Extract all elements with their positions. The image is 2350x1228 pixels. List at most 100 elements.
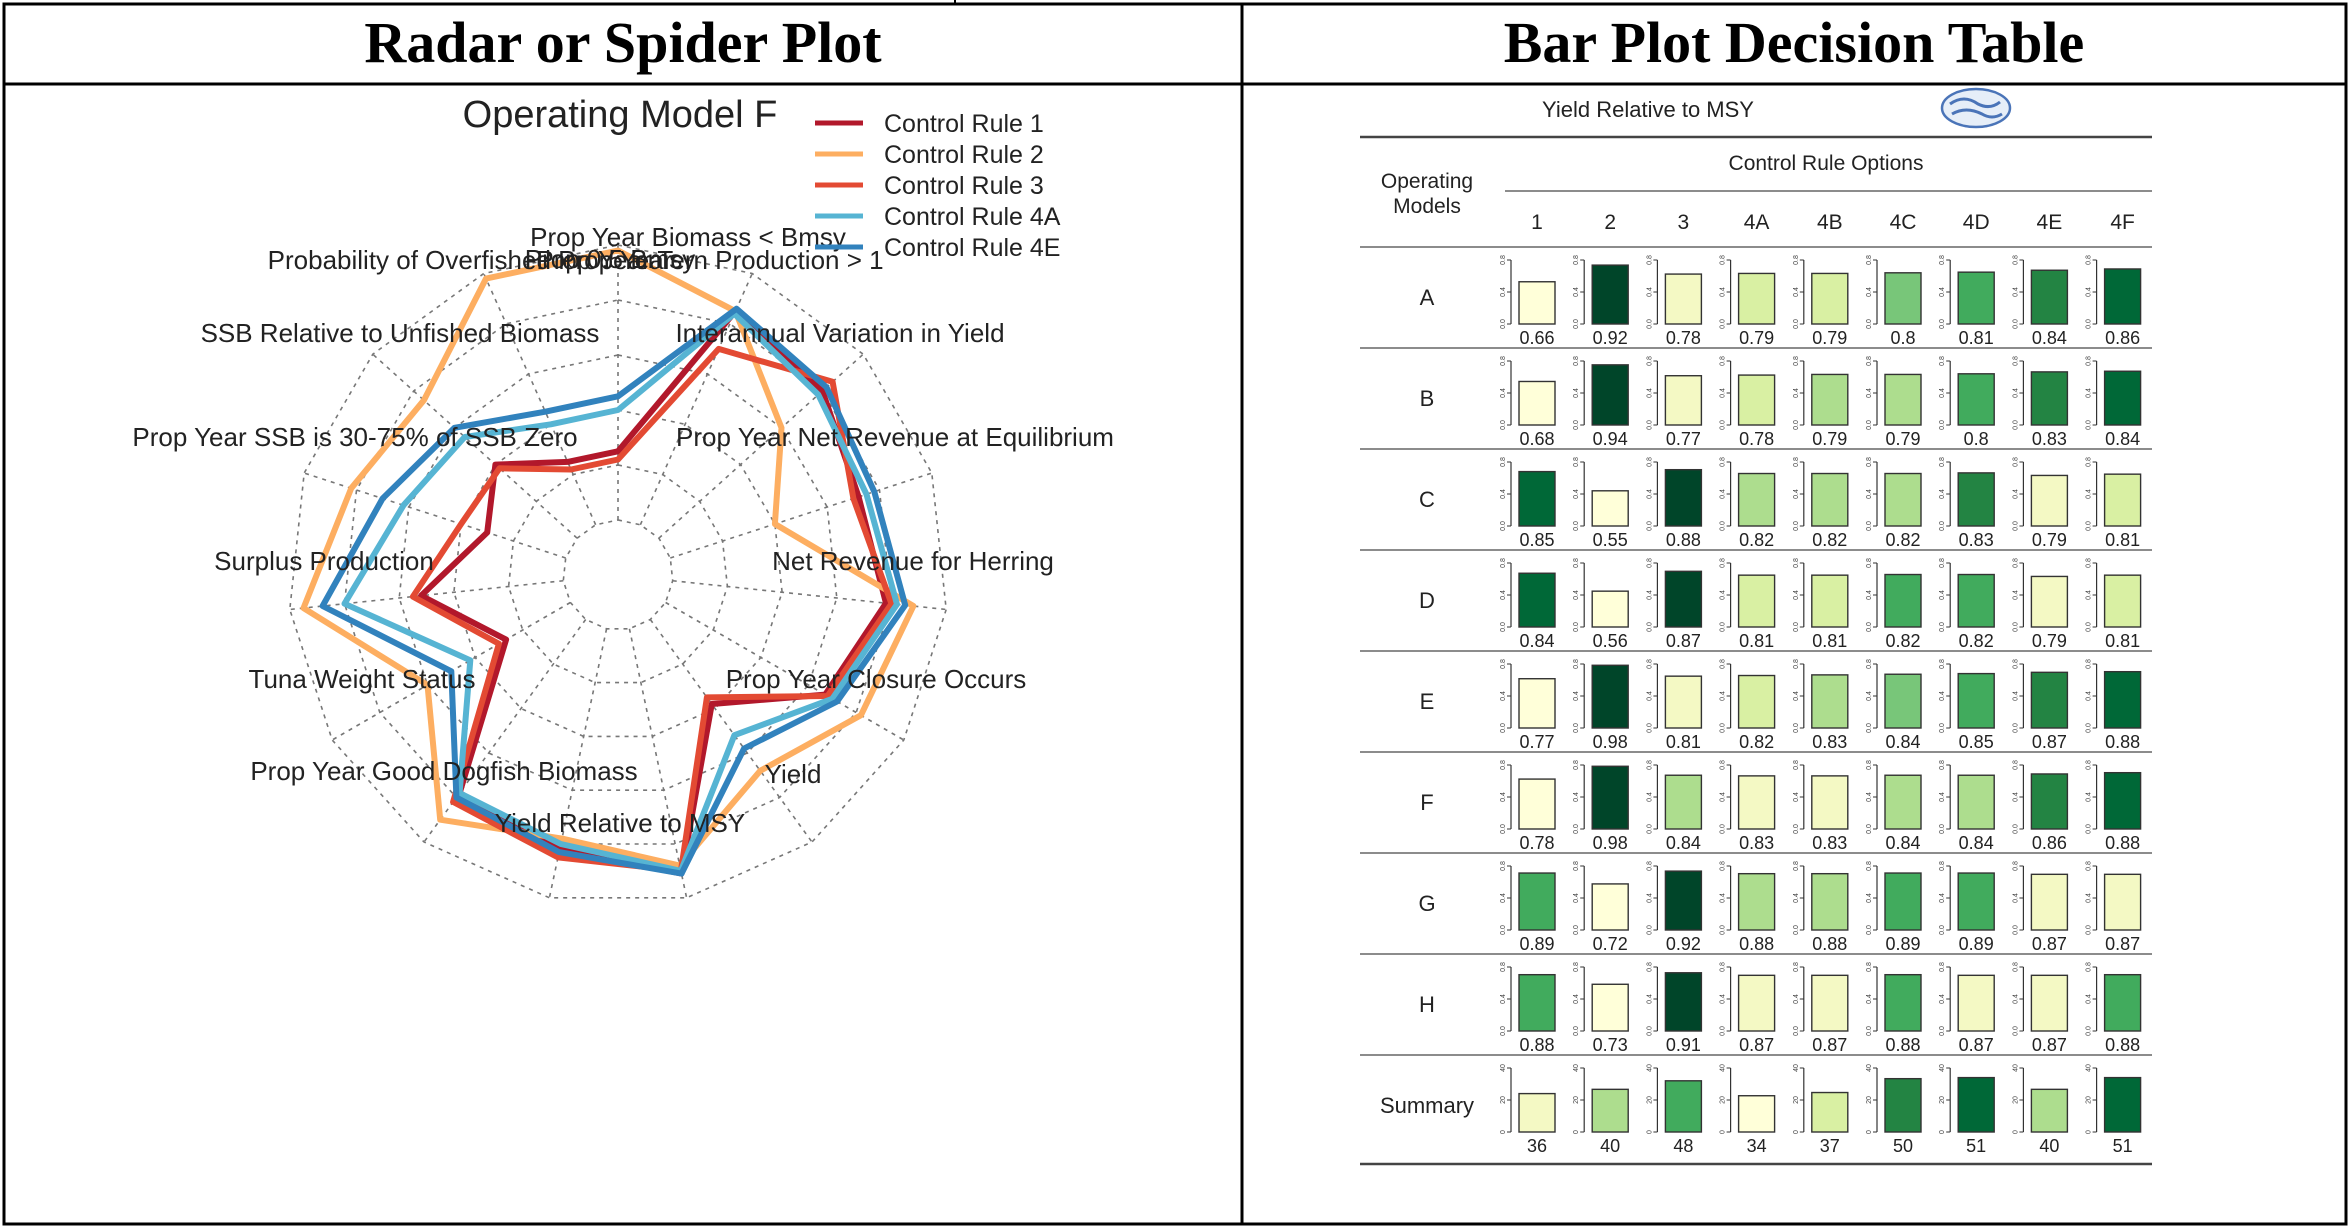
- mini-y-tick-label: 0.4: [1500, 489, 1507, 499]
- mini-y-tick-label: 0.4: [1720, 590, 1727, 600]
- value-label: 0.84: [1885, 732, 1920, 752]
- value-label: 0.84: [1959, 833, 1994, 853]
- legend-label: Control Rule 4A: [884, 203, 1061, 231]
- radar-spoke: [670, 472, 933, 559]
- row-label: F: [1420, 790, 1433, 815]
- value-label: 0.85: [1519, 530, 1554, 550]
- mini-y-tick-label: 0.0: [1573, 420, 1580, 430]
- value-label: 0.82: [1739, 530, 1774, 550]
- radar-axis-label: Prop Year Net Revenue at Equilibrium: [676, 422, 1114, 452]
- radar-spoke: [423, 619, 587, 843]
- radar-axis-label: Surplus Production: [214, 546, 434, 576]
- value-label: 0.84: [2105, 429, 2140, 449]
- mini-y-tick-label: 0.4: [1720, 893, 1727, 903]
- mini-y-tick-label: 0.4: [2012, 691, 2019, 701]
- mini-y-tick-label: 40: [1500, 1064, 1507, 1072]
- value-bar: [1811, 674, 1849, 729]
- value-bar: [1664, 468, 1703, 527]
- mini-y-tick-label: 0.4: [1573, 994, 1580, 1004]
- radar-grid-ring: [398, 354, 838, 792]
- mini-y-tick-label: 0.0: [2012, 925, 2019, 935]
- mini-y-tick-label: 0.8: [1793, 760, 1800, 770]
- mini-y-tick-label: 0.4: [1939, 590, 1946, 600]
- value-label: 0.81: [1812, 631, 1847, 651]
- value-label: 0.87: [1959, 1035, 1994, 1055]
- value-label: 0.79: [2032, 530, 2067, 550]
- mini-y-tick-label: 20: [2086, 1096, 2093, 1104]
- mini-y-tick-label: 0: [1939, 1130, 1946, 1134]
- mini-y-tick-label: 20: [1793, 1096, 1800, 1104]
- mini-y-tick-label: 0.0: [1646, 521, 1653, 531]
- mini-y-tick-label: 0.4: [1793, 691, 1800, 701]
- value-label: 0.83: [1812, 732, 1847, 752]
- mini-y-tick-label: 0.4: [1866, 388, 1873, 398]
- value-bar: [2103, 574, 2142, 628]
- mini-y-tick-label: 0.8: [1720, 356, 1727, 366]
- value-label: 0.85: [1959, 732, 1994, 752]
- mini-y-tick-label: 0: [1573, 1130, 1580, 1134]
- mini-y-tick-label: 0.8: [1866, 558, 1873, 568]
- mini-y-tick-label: 20: [1939, 1096, 1946, 1104]
- radar-axis-label: Tuna Weight Status: [249, 664, 476, 694]
- mini-y-tick-label: 40: [2012, 1064, 2019, 1072]
- mini-y-tick-label: 0.4: [1939, 893, 1946, 903]
- summary-bar: [1957, 1076, 1995, 1133]
- radar-axis-label: Prop Year Tern Production > 1: [536, 245, 883, 275]
- mini-y-tick-label: 0.8: [2012, 659, 2019, 669]
- radar-series-line: [319, 305, 909, 877]
- radar-spoke: [649, 619, 813, 843]
- value-label: 0.84: [1519, 631, 1554, 651]
- value-bar: [1811, 574, 1849, 628]
- value-bar: [2030, 371, 2069, 426]
- radar-spoke: [672, 579, 947, 611]
- mini-y-tick-label: 0.8: [1720, 255, 1727, 265]
- summary-value-label: 34: [1747, 1136, 1767, 1156]
- mini-y-tick-label: 0.4: [1646, 287, 1653, 297]
- value-label: 0.8: [1964, 429, 1989, 449]
- value-bar: [1737, 374, 1776, 426]
- mini-y-tick-label: 0.4: [2012, 388, 2019, 398]
- radar-axis-label: Prop Year Biomass < Bmsy: [530, 222, 846, 252]
- value-bar: [1664, 273, 1703, 325]
- value-bar: [2103, 973, 2142, 1032]
- mini-y-tick-label: 0: [1500, 1130, 1507, 1134]
- mini-y-tick-label: 0.0: [1939, 723, 1946, 733]
- value-label: 0.81: [1739, 631, 1774, 651]
- value-label: 0.79: [1812, 429, 1847, 449]
- summary-value-label: 51: [2113, 1136, 2133, 1156]
- mini-y-tick-label: 0.8: [2086, 962, 2093, 972]
- row-label: A: [1420, 285, 1435, 310]
- mini-y-tick-label: 0.8: [1500, 760, 1507, 770]
- summary-bar: [2103, 1076, 2142, 1133]
- value-bar: [2030, 773, 2069, 830]
- mini-y-tick-label: 0.4: [1500, 287, 1507, 297]
- mini-y-tick-label: 0.4: [1500, 792, 1507, 802]
- row-label: H: [1419, 992, 1435, 1017]
- radar-chart-title: Operating Model F: [463, 94, 778, 136]
- value-label: 0.81: [1959, 328, 1994, 348]
- mini-y-tick-label: 0.0: [1500, 420, 1507, 430]
- mini-y-tick-label: 0.4: [1866, 489, 1873, 499]
- value-bar: [2103, 473, 2142, 527]
- value-bar: [1957, 271, 1995, 325]
- mini-y-tick-label: 0.8: [1793, 861, 1800, 871]
- mini-y-tick-label: 0.4: [1939, 287, 1946, 297]
- mini-y-tick-label: 0.0: [1500, 521, 1507, 531]
- value-bar: [1664, 774, 1703, 830]
- value-bar: [1884, 774, 1922, 830]
- mini-y-tick-label: 0.4: [2012, 489, 2019, 499]
- mini-y-tick-label: 0.0: [2086, 723, 2093, 733]
- value-bar: [1664, 972, 1703, 1032]
- mini-y-tick-label: 0.8: [1793, 962, 1800, 972]
- mini-y-tick-label: 0.0: [1866, 824, 1873, 834]
- value-label: 0.55: [1593, 530, 1628, 550]
- mini-y-tick-label: 0.8: [2086, 659, 2093, 669]
- radar-spoke: [658, 353, 864, 539]
- mini-y-tick-label: 0.0: [1939, 1026, 1946, 1036]
- legend-label: Control Rule 4E: [884, 234, 1060, 262]
- mini-y-tick-label: 0.0: [1646, 420, 1653, 430]
- mini-y-tick-label: 0.4: [1793, 287, 1800, 297]
- value-bar: [1884, 872, 1922, 931]
- mini-y-tick-label: 0.0: [1793, 723, 1800, 733]
- mini-y-tick-label: 0.4: [1646, 691, 1653, 701]
